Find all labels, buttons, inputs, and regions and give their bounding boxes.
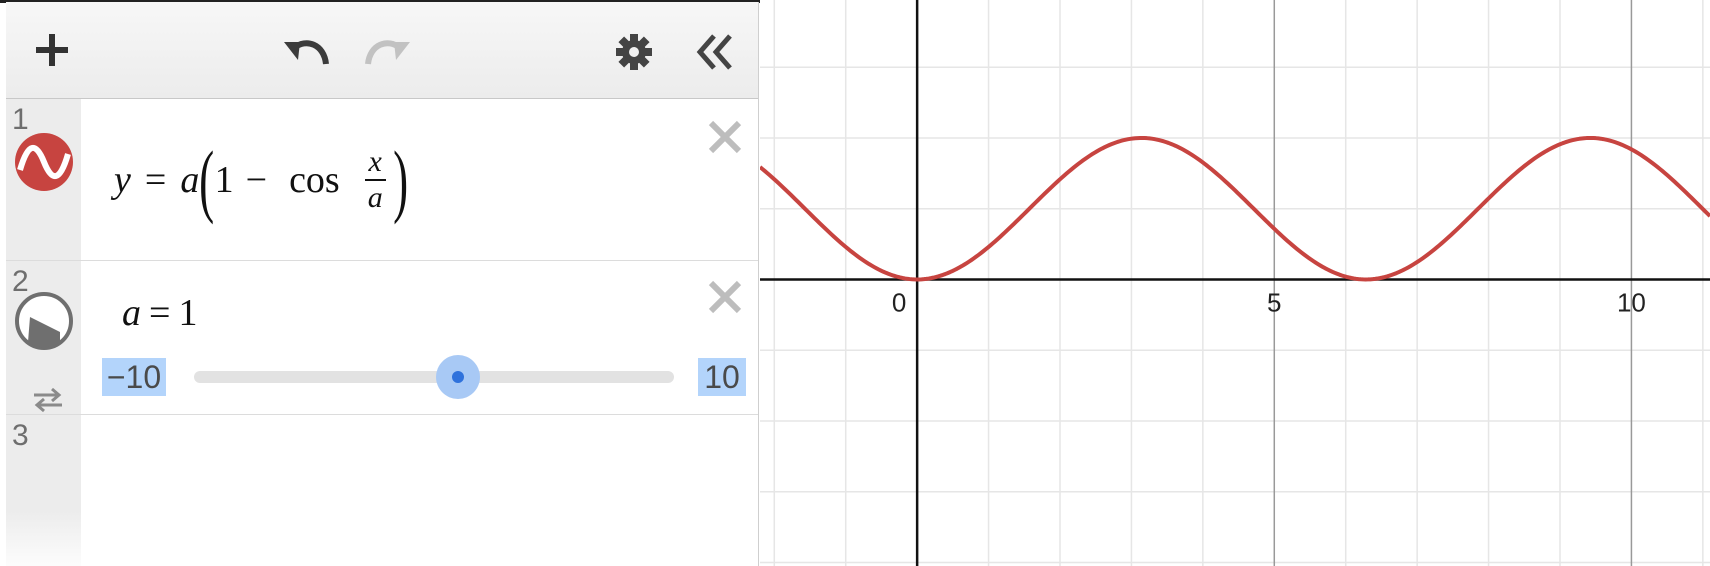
math-left-paren: ( xyxy=(199,134,215,225)
add-item-button[interactable] xyxy=(32,30,72,70)
graph-paper[interactable]: 0 5 10 xyxy=(760,0,1710,566)
math-y: y xyxy=(114,159,131,201)
math-right-paren: ) xyxy=(392,134,408,225)
expression-row-2[interactable]: 2 a = 1 xyxy=(6,261,758,415)
slider-min-label[interactable]: −10 xyxy=(102,358,166,396)
math-a: a xyxy=(180,159,200,201)
math-a: a xyxy=(122,292,141,334)
math-minus: − xyxy=(245,159,268,201)
redo-button[interactable] xyxy=(362,30,412,70)
slider-track[interactable] xyxy=(194,371,674,383)
expression-number: 3 xyxy=(12,419,29,452)
delete-expression-icon[interactable] xyxy=(705,277,745,317)
undo-button[interactable] xyxy=(282,30,332,70)
slider-expression[interactable]: a = 1 xyxy=(122,291,197,335)
x-tick-label: 0 xyxy=(892,287,906,317)
undo-icon xyxy=(284,40,329,65)
math-cos: cos xyxy=(289,159,340,201)
math-one: 1 xyxy=(214,159,234,201)
math-denominator: a xyxy=(367,181,383,214)
slider-handle[interactable] xyxy=(452,371,464,383)
redo-icon xyxy=(365,40,410,65)
loop-icon[interactable] xyxy=(28,385,68,415)
expression-panel: 1 y = a ( 1 − cos x a ) xyxy=(6,2,759,566)
slider-track-container xyxy=(194,355,674,399)
plus-icon xyxy=(36,34,68,66)
expression-number: 2 xyxy=(12,265,29,298)
gear-icon xyxy=(616,34,652,70)
expression-number: 1 xyxy=(12,103,29,136)
x-tick-label: 5 xyxy=(1267,287,1281,317)
math-numerator: x xyxy=(364,145,386,181)
collapse-panel-button[interactable] xyxy=(692,30,736,74)
graph-curve-icon[interactable] xyxy=(14,132,74,192)
double-chevron-left-icon xyxy=(696,34,732,70)
math-fraction: x a xyxy=(364,145,387,215)
slider-play-icon[interactable] xyxy=(14,291,74,351)
slider-value: 1 xyxy=(178,292,198,334)
function-curve[interactable] xyxy=(760,135,1710,282)
expression-toolbar xyxy=(6,2,758,99)
math-equals: = xyxy=(149,292,171,334)
delete-expression-icon[interactable] xyxy=(705,117,745,157)
expression-math-1[interactable]: y = a ( 1 − cos x a ) xyxy=(114,135,408,225)
expression-row-3[interactable]: 3 xyxy=(6,415,758,566)
settings-button[interactable] xyxy=(614,32,654,72)
expression-row-1[interactable]: 1 y = a ( 1 − cos x a ) xyxy=(6,99,758,261)
x-tick-label: 10 xyxy=(1617,287,1646,317)
slider-max-label[interactable]: 10 xyxy=(698,358,746,396)
math-equals: = xyxy=(144,159,167,201)
graph-canvas[interactable]: 0 5 10 xyxy=(760,0,1710,566)
expression-gutter xyxy=(6,415,81,566)
